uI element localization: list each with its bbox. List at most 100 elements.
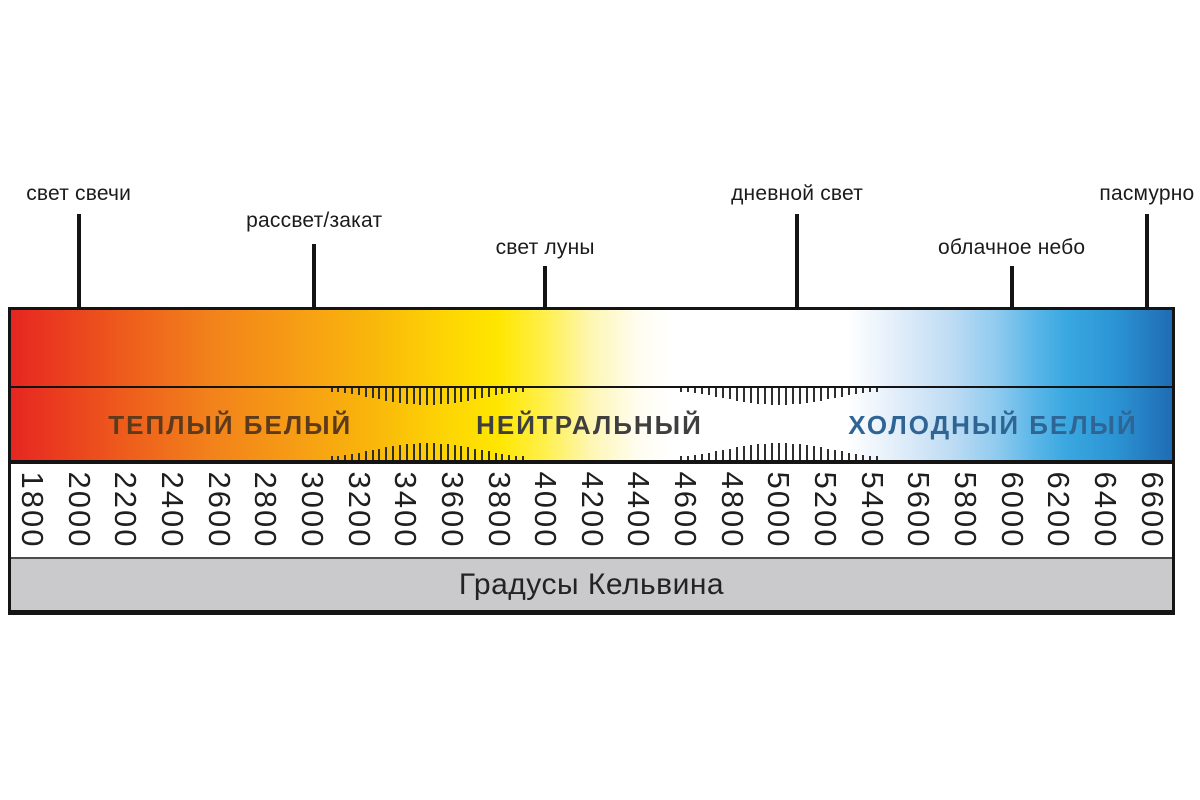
transition-tick (364, 388, 367, 397)
transition-tick (508, 388, 511, 394)
transition-tick (487, 451, 490, 460)
transition-tick (330, 388, 333, 392)
transition-tick (687, 455, 690, 460)
marker-pointer-line (312, 244, 317, 348)
zone-label: ХОЛОДНЫЙ БЕЛЫЙ (848, 410, 1138, 440)
transition-tick (467, 388, 470, 401)
transition-tick (785, 443, 788, 460)
transition-tick (357, 388, 360, 396)
transition-tick (715, 388, 718, 397)
transition-tick (708, 388, 711, 396)
transition-tick (855, 453, 858, 460)
transition-tick (480, 388, 483, 399)
transition-tick (330, 456, 333, 460)
transition-tick (467, 447, 470, 460)
transition-tick (757, 444, 760, 460)
axis-tick-label: 2600 (201, 471, 237, 549)
transition-tick (841, 451, 844, 460)
transition-tick (433, 443, 436, 460)
transition-tick (680, 456, 683, 460)
zone-label: ТЕПЛЫЙ БЕЛЫЙ (108, 410, 353, 440)
axis-tick-label: 6600 (1134, 471, 1170, 549)
transition-tick (398, 388, 401, 403)
transition-tick (412, 443, 415, 460)
transition-tick (722, 388, 725, 399)
transition-tick (474, 448, 476, 460)
transition-tick (827, 388, 830, 400)
marker-label: облачное небо (937, 236, 1086, 259)
transition-tick (708, 452, 711, 460)
transition-tick (715, 451, 718, 460)
transition-tick (337, 455, 340, 460)
axis-tick-label: 2400 (154, 471, 190, 549)
transition-tick (385, 388, 388, 401)
axis-tick-label: 5600 (901, 471, 937, 549)
transition-tick (743, 446, 746, 460)
transition-tick (344, 388, 347, 394)
transition-tick (514, 388, 517, 393)
footer-top-line (11, 557, 1172, 559)
marker-pointer-line (795, 214, 800, 348)
axis-tick-label: 1800 (15, 471, 50, 549)
transition-tick (378, 448, 381, 460)
transition-tick (806, 388, 809, 403)
transition-tick (453, 388, 456, 403)
marker-pointer-line (1144, 214, 1149, 348)
transition-tick (792, 388, 795, 405)
transition-tick (862, 388, 865, 394)
transition-tick (876, 456, 879, 460)
transition-tick (460, 388, 463, 402)
transition-tick (764, 388, 767, 405)
transition-tick (820, 388, 823, 401)
transition-tick (869, 388, 872, 393)
transition-tick (446, 444, 449, 460)
transition-tick (764, 443, 767, 460)
transition-tick (385, 447, 388, 460)
zone-label-band: ТЕПЛЫЙ БЕЛЫЙ НЕЙТРАЛЬНЫЙ ХОЛОДНЫЙ БЕЛЫЙ (11, 388, 1172, 460)
transition-tick (722, 449, 725, 460)
transition-tick (453, 445, 456, 460)
transition-tick (426, 443, 429, 460)
transition-tick (736, 388, 739, 401)
transition-tick (771, 388, 774, 405)
transition-tick (813, 388, 816, 402)
axis-tick-label: 2200 (108, 471, 144, 549)
transition-tick (778, 388, 781, 405)
zone-label: НЕЙТРАЛЬНЫЙ (476, 410, 703, 440)
marker-label: пасмурно (1099, 182, 1195, 205)
marker-label: рассвет/закат (246, 209, 383, 232)
transition-tick (405, 388, 408, 404)
axis-tick-label: 4600 (668, 471, 704, 549)
axis-tick-label: 4200 (574, 471, 610, 549)
transition-tick (694, 454, 697, 460)
axis-tick-label: 6400 (1087, 471, 1123, 549)
transition-tick (834, 449, 837, 460)
transition-tick (736, 447, 739, 460)
transition-tick (869, 455, 872, 460)
transition-tick (426, 388, 429, 405)
transition-tick (371, 388, 374, 399)
transition-tick (419, 388, 422, 405)
marker-label: дневной свет (731, 182, 864, 205)
axis-tick-label: 4400 (621, 471, 657, 549)
transition-tick (687, 388, 690, 393)
transition-tick (848, 388, 851, 396)
transition-tick (521, 456, 524, 460)
transition-tick (750, 388, 753, 403)
transition-tick (729, 448, 732, 460)
transition-tick (501, 388, 504, 395)
axis-tick-label: 4800 (714, 471, 750, 549)
transition-tick (799, 444, 802, 460)
transition-tick (778, 443, 781, 460)
transition-tick (392, 388, 395, 402)
transition-tick (834, 388, 837, 399)
axis-tick-label: 6200 (1041, 471, 1077, 549)
marker-label: свет свечи (26, 182, 132, 205)
transition-tick (487, 388, 490, 397)
transition-tick (412, 388, 415, 405)
transition-tick (501, 453, 504, 460)
transition-tick (378, 388, 381, 400)
transition-tick (508, 454, 511, 460)
axis-tick-label: 5200 (808, 471, 844, 549)
axis-tick-label: 2800 (248, 471, 284, 549)
